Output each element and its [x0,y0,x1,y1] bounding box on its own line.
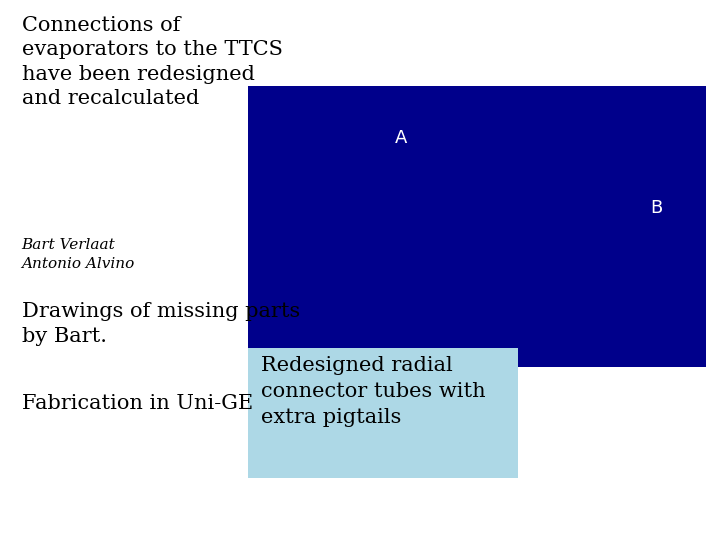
Text: A: A [395,129,407,146]
Text: B: B [651,199,663,217]
Text: Fabrication in Uni-GE: Fabrication in Uni-GE [22,394,253,413]
Text: Drawings of missing parts
by Bart.: Drawings of missing parts by Bart. [22,302,300,346]
FancyBboxPatch shape [248,86,706,367]
Text: Redesigned radial
connector tubes with
extra pigtails: Redesigned radial connector tubes with e… [261,356,486,427]
FancyBboxPatch shape [248,348,518,478]
Text: Bart Verlaat
Antonio Alvino: Bart Verlaat Antonio Alvino [22,238,135,271]
Text: Connections of
evaporators to the TTCS
have been redesigned
and recalculated: Connections of evaporators to the TTCS h… [22,16,282,108]
